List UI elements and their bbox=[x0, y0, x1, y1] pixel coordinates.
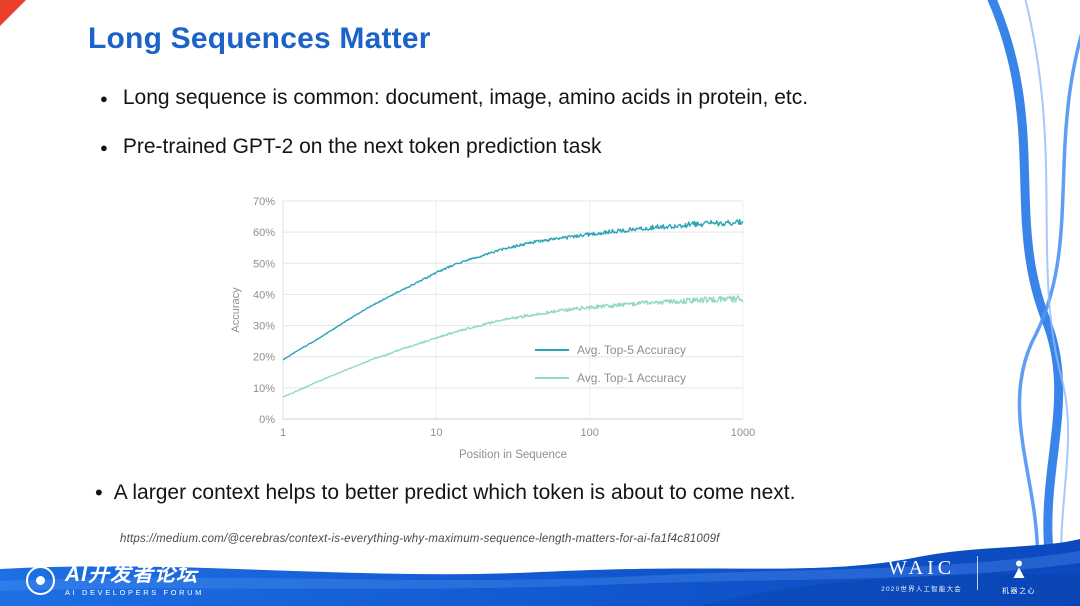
waic-subtitle: 2020世界人工智能大会 bbox=[881, 586, 962, 593]
footer-wave bbox=[0, 539, 1080, 606]
svg-text:Position in Sequence: Position in Sequence bbox=[459, 449, 567, 461]
bullet-icon: ● bbox=[100, 139, 108, 155]
forum-logo-cn: AI开发者论坛 bbox=[65, 562, 198, 586]
jiqizhixin-logo: 机器之心 bbox=[1002, 559, 1036, 596]
svg-text:20%: 20% bbox=[253, 352, 275, 364]
svg-text:10: 10 bbox=[430, 427, 442, 439]
bullet-item-2: ● Pre-trained GPT-2 on the next token pr… bbox=[100, 135, 601, 159]
svg-text:70%: 70% bbox=[253, 196, 275, 208]
source-url: https://medium.com/@cerebras/context-is-… bbox=[120, 533, 720, 545]
takeaway-item: • A larger context helps to better predi… bbox=[95, 480, 795, 506]
jiqizhixin-wordmark: 机器之心 bbox=[1002, 588, 1036, 595]
sub-bullet-icon: • bbox=[95, 480, 103, 505]
forum-logo: AI开发者论坛 AI DEVELOPERS FORUM bbox=[26, 562, 205, 597]
svg-text:30%: 30% bbox=[253, 321, 275, 333]
jiqizhixin-logo-icon bbox=[1013, 560, 1025, 578]
bullet-icon: ● bbox=[100, 90, 108, 106]
svg-text:Avg. Top-1 Accuracy: Avg. Top-1 Accuracy bbox=[577, 371, 686, 385]
footer-divider bbox=[977, 556, 978, 590]
svg-text:50%: 50% bbox=[253, 258, 275, 270]
slide-title: Long Sequences Matter bbox=[88, 22, 431, 55]
svg-text:0%: 0% bbox=[259, 414, 275, 426]
accuracy-chart-svg: 0% 10% 20% 30% 40% 50% 60% 70% 1 10 100 1000 Positio… bbox=[230, 196, 755, 461]
footer: AI开发者论坛 AI DEVELOPERS FORUM WAIC 2020世界人… bbox=[0, 531, 1080, 606]
svg-text:100: 100 bbox=[580, 427, 598, 439]
svg-text:40%: 40% bbox=[253, 289, 275, 301]
forum-logo-en: AI DEVELOPERS FORUM bbox=[65, 588, 205, 597]
bullet-text-1: Long sequence is common: document, image… bbox=[122, 86, 809, 109]
svg-text:1000: 1000 bbox=[731, 427, 755, 439]
bullet-item-1: ● Long sequence is common: document, ima… bbox=[100, 86, 808, 110]
svg-text:Accuracy: Accuracy bbox=[230, 287, 242, 333]
svg-text:60%: 60% bbox=[253, 227, 275, 239]
corner-triangle-decoration bbox=[0, 0, 26, 26]
waic-logo: WAIC 2020世界人工智能大会 bbox=[881, 557, 962, 593]
svg-text:1: 1 bbox=[280, 427, 286, 439]
takeaway-text: A larger context helps to better predict… bbox=[113, 481, 796, 504]
accuracy-chart: 0% 10% 20% 30% 40% 50% 60% 70% 1 10 100 1000 Positio… bbox=[225, 188, 765, 463]
waic-wordmark: WAIC bbox=[888, 557, 956, 579]
svg-text:Avg. Top-5 Accuracy: Avg. Top-5 Accuracy bbox=[577, 343, 686, 357]
forum-logo-icon bbox=[26, 565, 55, 595]
bullet-text-2: Pre-trained GPT-2 on the next token pred… bbox=[122, 135, 602, 158]
svg-text:10%: 10% bbox=[253, 383, 275, 395]
